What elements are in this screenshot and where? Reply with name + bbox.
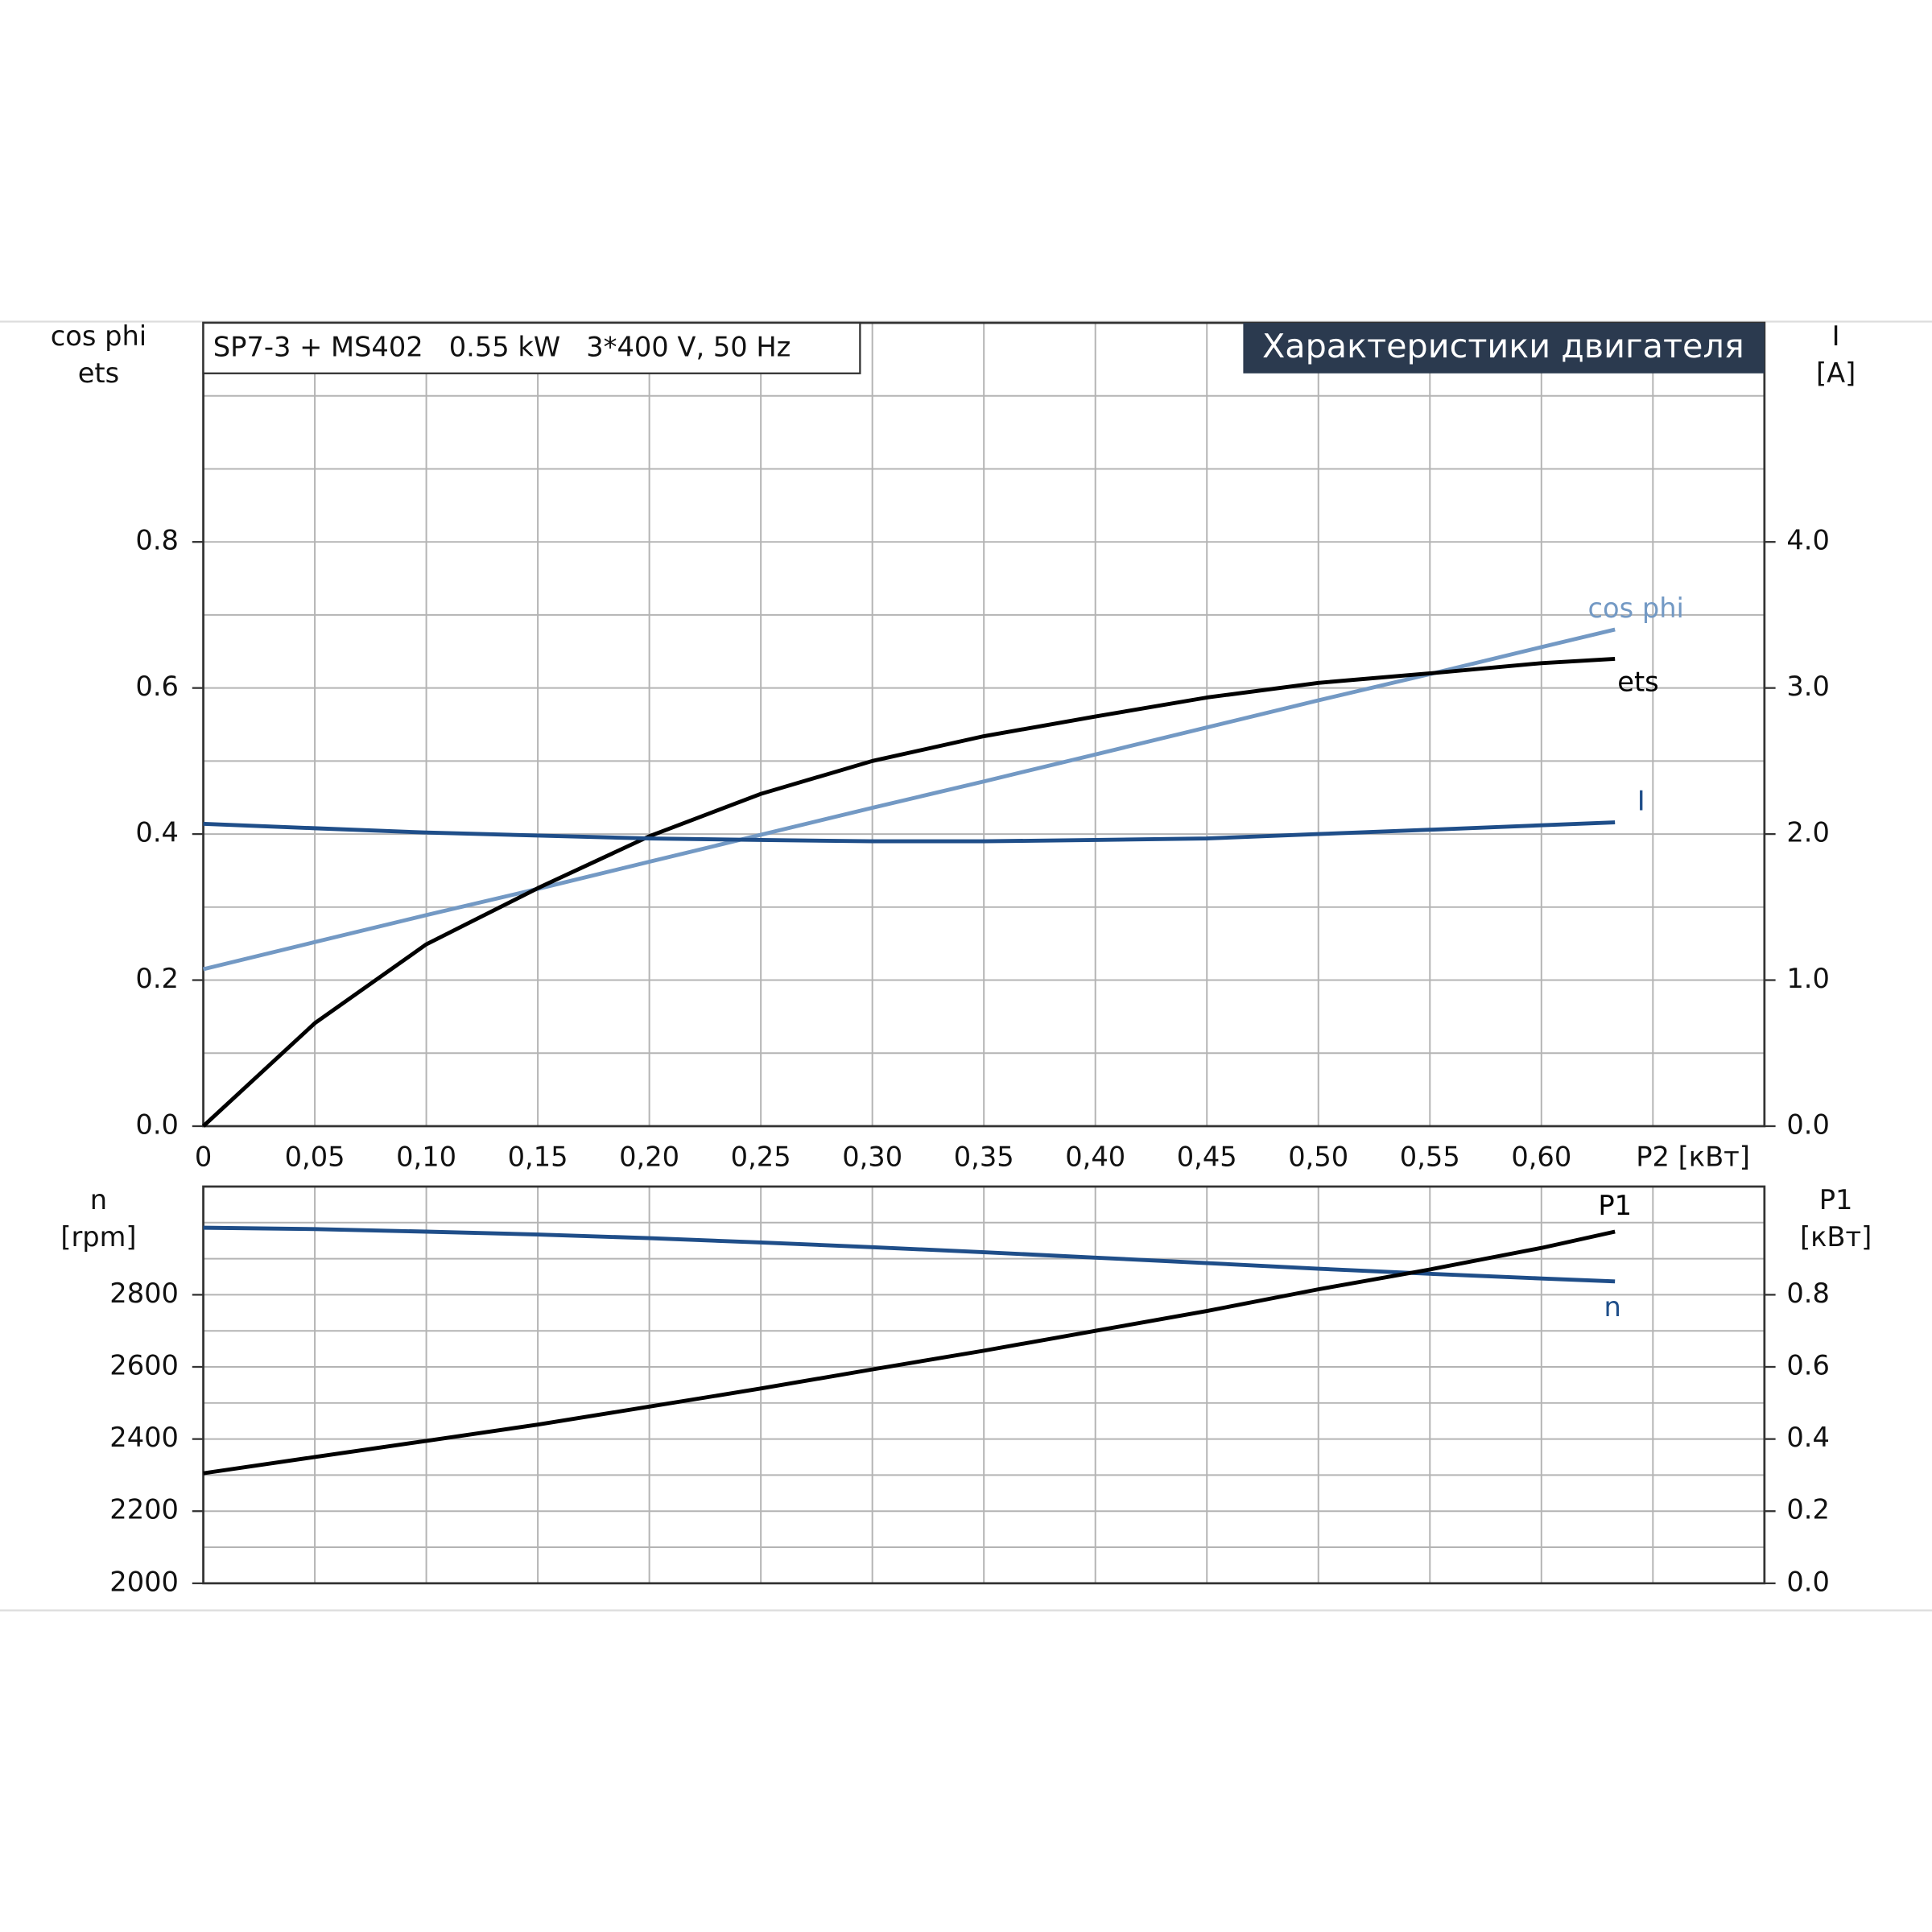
y2-tick-label: 2.0 [1786,817,1830,848]
y2-tick-label: 0.4 [1786,1422,1830,1453]
x-tick-label: 0,10 [396,1141,456,1172]
y-tick-label: 2600 [109,1350,179,1381]
y2-tick-label: 4.0 [1786,525,1830,556]
x-axis-label: P2 [кВт] [1636,1141,1750,1172]
x-tick-label: 0,20 [619,1141,679,1172]
y-tick-label: 2800 [109,1278,179,1309]
x-tick-label: 0,45 [1177,1141,1237,1172]
series-line [203,1229,1616,1476]
title-box [202,321,861,374]
series-line [203,820,1616,844]
y-axis-label: [rpm] [60,1221,136,1253]
series-label: P1 [1598,1190,1632,1221]
x-tick-label: 0,05 [285,1141,345,1172]
y2-tick-label: 0.2 [1786,1494,1830,1525]
x-tick-label: 0,30 [842,1141,902,1172]
y2-tick-label: 0.6 [1786,1350,1830,1381]
x-tick-label: 0,50 [1288,1141,1348,1172]
chart-title: SP7-3 + MS402 0.55 kW 3*400 V, 50 Hz [213,332,791,363]
series-label: ets [1617,666,1658,697]
series-line [202,627,1616,972]
y-tick-label: 0.0 [135,1108,179,1140]
y2-tick-label: 1.0 [1786,963,1830,994]
y-tick-label: 2400 [109,1422,179,1453]
y-axis-label: n [90,1184,107,1216]
y-tick-label: 2000 [109,1566,179,1597]
x-tick-label: 0,40 [1065,1141,1125,1172]
plot-frame [202,321,1766,1128]
y2-axis-label: [кВт] [1800,1221,1872,1253]
y2-axis-label: P1 [1819,1184,1853,1216]
x-tick-label: 0,60 [1511,1141,1571,1172]
y-tick-label: 2200 [109,1494,179,1525]
header-box [1243,323,1765,374]
y-axis-label: cos phi [51,320,147,352]
y-tick-label: 0.2 [135,963,179,994]
series-label: I [1637,786,1645,817]
y-tick-label: 0.6 [135,671,179,702]
y2-tick-label: 0.0 [1786,1566,1830,1597]
x-tick-label: 0,15 [508,1141,568,1172]
y-tick-label: 0.8 [135,525,179,556]
series-line [201,656,1616,1128]
plot-frame [202,1185,1766,1585]
y2-tick-label: 0.8 [1786,1278,1830,1309]
x-tick-label: 0,55 [1400,1141,1460,1172]
x-tick-label: 0,25 [731,1141,791,1172]
y2-axis-label: I [1832,320,1840,352]
series-label: cos phi [1588,592,1684,624]
x-tick-label: 0,35 [954,1141,1014,1172]
chart-header: Характеристики двигателя [1262,327,1744,365]
y-tick-label: 0.4 [135,817,179,848]
x-tick-label: 0 [195,1141,212,1172]
y2-tick-label: 3.0 [1786,671,1830,702]
y2-axis-label: [A] [1816,357,1856,389]
y-axis-label: ets [78,357,119,389]
series-label: n [1604,1291,1620,1323]
y2-tick-label: 0.0 [1786,1108,1830,1140]
